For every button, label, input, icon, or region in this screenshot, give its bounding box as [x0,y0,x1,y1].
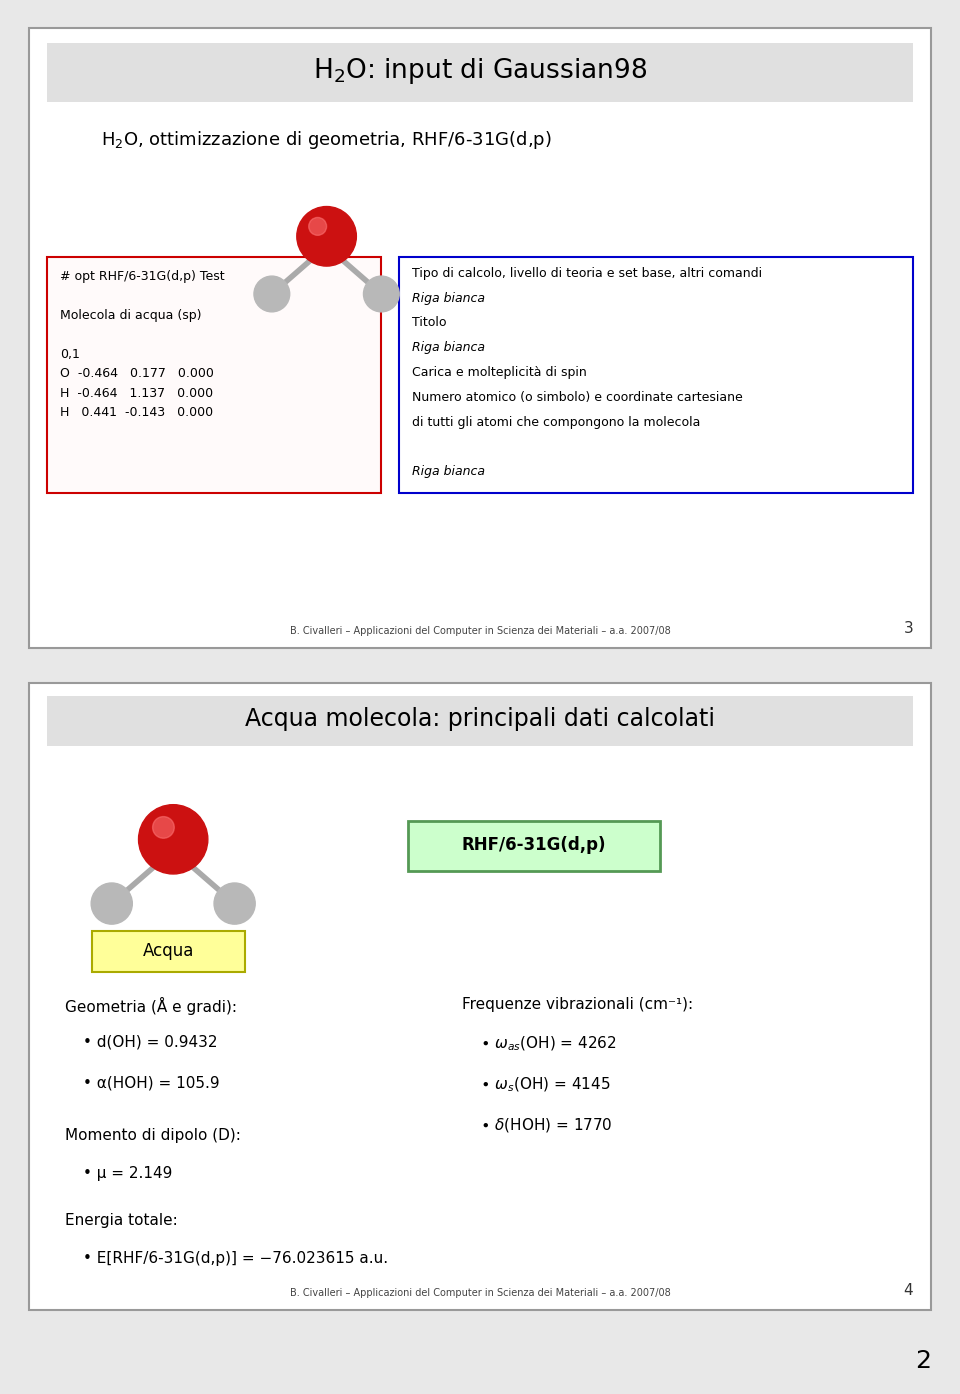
Text: # opt RHF/6-31G(d,p) Test

Molecola di acqua (sp)

0,1
O  -0.464   0.177   0.000: # opt RHF/6-31G(d,p) Test Molecola di ac… [60,270,225,420]
Circle shape [91,882,132,924]
Circle shape [297,206,356,266]
Text: 4: 4 [903,1282,913,1298]
Text: Geometria (Å e gradi):: Geometria (Å e gradi): [65,997,237,1015]
Text: $\bullet$ $\omega_{as}$(OH) = 4262: $\bullet$ $\omega_{as}$(OH) = 4262 [480,1034,616,1052]
FancyBboxPatch shape [47,696,913,746]
FancyBboxPatch shape [47,43,913,102]
Text: RHF/6-31G(d,p): RHF/6-31G(d,p) [462,836,607,855]
Text: • E[RHF/6-31G(d,p)] = −76.023615 a.u.: • E[RHF/6-31G(d,p)] = −76.023615 a.u. [83,1250,388,1266]
Circle shape [153,817,175,838]
Text: Momento di dipolo (D):: Momento di dipolo (D): [65,1129,241,1143]
Text: Acqua molecola: principali dati calcolati: Acqua molecola: principali dati calcolat… [245,707,715,732]
FancyBboxPatch shape [92,931,246,972]
Text: Riga bianca: Riga bianca [413,466,486,478]
Text: Tipo di calcolo, livello di teoria e set base, altri comandi: Tipo di calcolo, livello di teoria e set… [413,266,762,280]
Circle shape [254,276,290,312]
Text: Riga bianca: Riga bianca [413,342,486,354]
Text: Numero atomico (o simbolo) e coordinate cartesiane: Numero atomico (o simbolo) e coordinate … [413,390,743,404]
Text: di tutti gli atomi che compongono la molecola: di tutti gli atomi che compongono la mol… [413,415,701,428]
FancyBboxPatch shape [29,683,931,1310]
Text: • α(HOH) = 105.9: • α(HOH) = 105.9 [83,1075,220,1090]
Text: Acqua: Acqua [143,942,194,960]
Text: 3: 3 [903,620,913,636]
FancyBboxPatch shape [398,258,913,493]
Text: Riga bianca: Riga bianca [413,291,486,304]
Text: 2: 2 [915,1349,931,1373]
Text: • d(OH) = 0.9432: • d(OH) = 0.9432 [83,1034,218,1050]
Circle shape [138,804,207,874]
Text: $\bullet$ $\omega_{s}$(OH) = 4145: $\bullet$ $\omega_{s}$(OH) = 4145 [480,1075,611,1093]
Text: H$_2$O, ottimizzazione di geometria, RHF/6-31G(d,p): H$_2$O, ottimizzazione di geometria, RHF… [101,128,552,151]
Text: Frequenze vibrazionali (cm⁻¹):: Frequenze vibrazionali (cm⁻¹): [462,997,693,1012]
FancyBboxPatch shape [47,258,381,493]
Text: B. Civalleri – Applicazioni del Computer in Scienza dei Materiali – a.a. 2007/08: B. Civalleri – Applicazioni del Computer… [290,626,670,636]
Text: $\bullet$ $\delta$(HOH) = 1770: $\bullet$ $\delta$(HOH) = 1770 [480,1115,612,1133]
FancyBboxPatch shape [29,28,931,648]
Text: H$_2$O: input di Gaussian98: H$_2$O: input di Gaussian98 [313,56,647,86]
Text: B. Civalleri – Applicazioni del Computer in Scienza dei Materiali – a.a. 2007/08: B. Civalleri – Applicazioni del Computer… [290,1288,670,1298]
Text: Carica e molteplicità di spin: Carica e molteplicità di spin [413,367,588,379]
Text: Energia totale:: Energia totale: [65,1213,178,1228]
Circle shape [214,882,255,924]
Circle shape [309,217,326,236]
FancyBboxPatch shape [408,821,660,871]
Text: Titolo: Titolo [413,316,446,329]
Circle shape [364,276,399,312]
Text: • μ = 2.149: • μ = 2.149 [83,1165,172,1181]
